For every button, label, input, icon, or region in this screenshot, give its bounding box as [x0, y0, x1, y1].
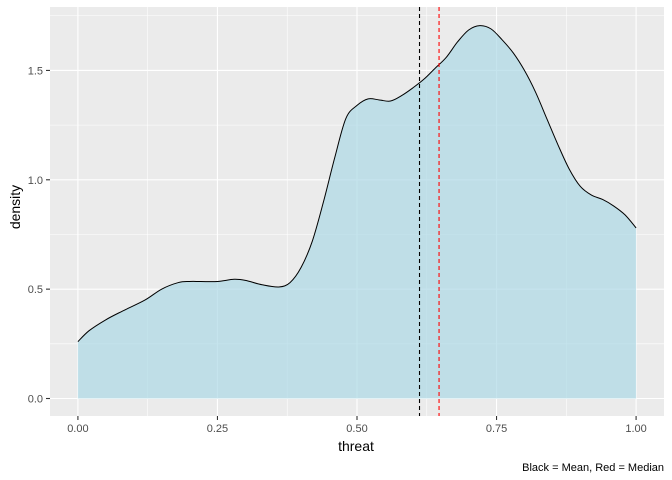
x-axis-ticks: 0.00 0.25 0.50 0.75 1.00	[67, 416, 647, 435]
density-line	[77, 25, 637, 342]
x-tick-label: 0.25	[207, 423, 228, 435]
y-tick-label: 0.0	[28, 394, 43, 406]
x-tick-label: 0.00	[67, 423, 88, 435]
y-tick-label: 0.5	[28, 284, 43, 296]
x-axis-title: threat	[338, 438, 374, 454]
x-tick-label: 0.75	[486, 423, 507, 435]
x-tick-label: 1.00	[625, 423, 646, 435]
y-tick-label: 1.5	[28, 65, 43, 77]
y-tick-label: 1.0	[28, 175, 43, 187]
x-tick-label: 0.50	[346, 423, 367, 435]
chart-caption: Black = Mean, Red = Median	[522, 462, 664, 474]
y-axis-title: density	[7, 185, 23, 229]
density-area	[77, 25, 637, 399]
y-axis-ticks: 0.0 0.5 1.0 1.5	[28, 65, 50, 406]
reference-lines	[418, 7, 440, 416]
